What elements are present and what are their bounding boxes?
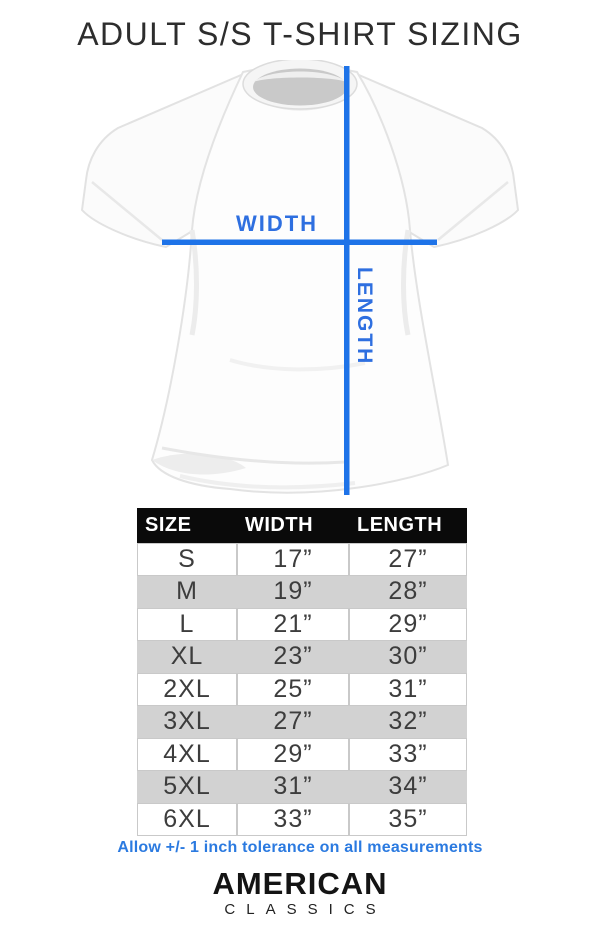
- table-row: S 17” 27”: [137, 543, 467, 576]
- table-row: 5XL 31” 34”: [137, 770, 467, 803]
- size-cell: 3XL: [137, 705, 237, 738]
- size-cell: M: [137, 575, 237, 608]
- length-cell: 32”: [349, 705, 467, 738]
- width-cell: 33”: [237, 803, 349, 836]
- width-line: [162, 239, 437, 245]
- collar-inner-back: [253, 71, 347, 82]
- length-cell: 29”: [349, 608, 467, 641]
- header-cell-length: LENGTH: [357, 514, 443, 536]
- length-cell: 27”: [349, 543, 467, 576]
- width-cell: 31”: [237, 770, 349, 803]
- width-cell: 21”: [237, 608, 349, 641]
- length-cell: 31”: [349, 673, 467, 706]
- brand-name: AMERICAN: [212, 866, 388, 901]
- hem-wrinkle-2: [179, 474, 356, 490]
- size-cell: L: [137, 608, 237, 641]
- table-row: XL 23” 30”: [137, 640, 467, 673]
- shirt-body-shape: [150, 65, 450, 494]
- body-wrinkle: [229, 358, 366, 372]
- length-cell: 33”: [349, 738, 467, 771]
- width-label: WIDTH: [236, 211, 318, 236]
- brand-logo: AMERICAN CLASSICS: [0, 868, 600, 917]
- size-cell: 2XL: [137, 673, 237, 706]
- width-cell: 17”: [237, 543, 349, 576]
- table-header-row: SIZE WIDTH LENGTH: [137, 508, 467, 543]
- size-cell: XL: [137, 640, 237, 673]
- length-cell: 35”: [349, 803, 467, 836]
- tshirt-diagram: WIDTH LENGTH: [80, 60, 520, 507]
- width-cell: 19”: [237, 575, 349, 608]
- width-cell: 25”: [237, 673, 349, 706]
- size-cell: 5XL: [137, 770, 237, 803]
- width-cell: 23”: [237, 640, 349, 673]
- width-cell: 27”: [237, 705, 349, 738]
- brand-subtitle: CLASSICS: [224, 901, 387, 918]
- length-cell: 28”: [349, 575, 467, 608]
- length-cell: 30”: [349, 640, 467, 673]
- size-cell: 6XL: [137, 803, 237, 836]
- table-row: 4XL 29” 33”: [137, 738, 467, 771]
- table-row: M 19” 28”: [137, 575, 467, 608]
- tshirt-graphic: WIDTH LENGTH: [80, 60, 520, 495]
- width-cell: 29”: [237, 738, 349, 771]
- table-row: 3XL 27” 32”: [137, 705, 467, 738]
- size-cell: 4XL: [137, 738, 237, 771]
- header-cell-width: WIDTH: [245, 514, 314, 536]
- length-line: [344, 66, 350, 495]
- size-cell: S: [137, 543, 237, 576]
- table-row: L 21” 29”: [137, 608, 467, 641]
- left-sleeve-seam: [91, 181, 163, 241]
- hem-wrinkle-1: [161, 446, 346, 465]
- page-title: ADULT S/S T-SHIRT SIZING: [77, 16, 523, 52]
- length-label: LENGTH: [353, 267, 376, 365]
- table-row: 2XL 25” 31”: [137, 673, 467, 706]
- right-sleeve-seam: [437, 181, 509, 241]
- length-cell: 34”: [349, 770, 467, 803]
- size-table: SIZE WIDTH LENGTH S 17” 27” M 19” 28” L …: [137, 508, 467, 836]
- header-cell-size: SIZE: [145, 514, 192, 536]
- tolerance-note: Allow +/- 1 inch tolerance on all measur…: [117, 839, 483, 856]
- table-row: 6XL 33” 35”: [137, 803, 467, 836]
